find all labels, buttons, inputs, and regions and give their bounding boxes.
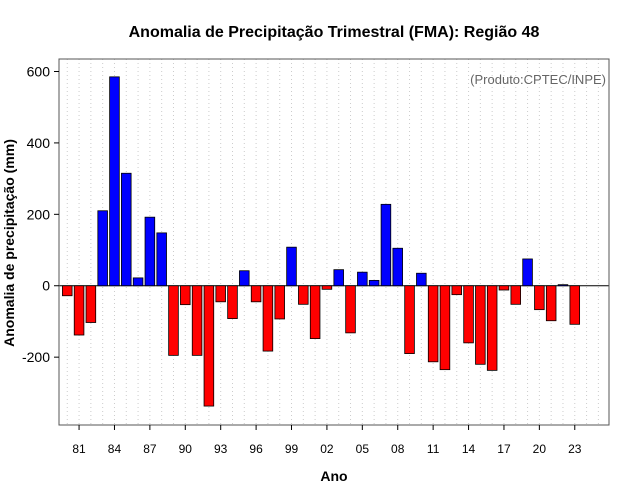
bar-2001 (309, 285, 321, 339)
bar-2019 (522, 258, 533, 287)
bar-1996 (250, 285, 262, 303)
bar-1994 (227, 285, 238, 319)
bar-2003 (333, 269, 344, 287)
bar-2004 (345, 285, 356, 334)
x-tick-label: 93 (214, 442, 228, 456)
bar-1987 (144, 216, 156, 287)
x-tick-label: 96 (249, 442, 263, 456)
x-tick-label: 14 (462, 442, 476, 456)
y-tick-label: 400 (27, 135, 51, 151)
x-tick-label: 23 (568, 442, 582, 456)
bar-1984 (109, 76, 120, 287)
x-tick-label: 11 (427, 442, 440, 456)
bar-2010 (416, 272, 427, 287)
y-tick-label: 600 (27, 63, 51, 79)
bar-1997 (262, 285, 274, 352)
bar-layer (62, 76, 581, 407)
bar-1998 (274, 285, 285, 320)
x-tick-label: 05 (356, 442, 370, 456)
x-tick-label: 17 (497, 442, 511, 456)
credit-annotation: (Produto:CPTEC/INPE) (470, 72, 606, 87)
bar-1988 (156, 232, 167, 287)
x-tick-label: 20 (533, 442, 547, 456)
bar-2013 (451, 285, 462, 296)
bar-2008 (392, 247, 403, 287)
bar-1993 (215, 285, 226, 303)
bar-2009 (404, 285, 415, 354)
y-tick-label: 200 (27, 206, 51, 222)
bar-2011 (427, 285, 439, 363)
y-tick-label: 0 (42, 278, 50, 294)
bar-2007 (380, 203, 392, 287)
y-axis: -200 0 200 400 600 (22, 63, 59, 365)
y-axis-label: Anomalia de precipitação (mm) (1, 139, 17, 347)
bar-1991 (191, 285, 203, 356)
x-tick-label: 90 (179, 442, 193, 456)
bar-2014 (463, 285, 474, 344)
bar-2012 (439, 285, 451, 371)
bar-2018 (510, 285, 522, 305)
bar-1980 (62, 285, 73, 297)
x-tick-label: 02 (320, 442, 334, 456)
bar-2020 (534, 285, 545, 311)
bar-2022 (557, 284, 569, 287)
x-axis: 81 84 87 90 93 96 99 02 05 08 11 14 17 20 23 (72, 425, 582, 456)
x-tick-label: 84 (108, 442, 122, 456)
bar-2002 (321, 285, 333, 290)
bar-1986 (132, 277, 144, 287)
bar-2023 (569, 285, 581, 325)
x-tick-label: 08 (391, 442, 405, 456)
x-tick-label: 99 (285, 442, 299, 456)
chart-title: Anomalia de Precipitação Trimestral (FMA… (129, 24, 540, 41)
bar-2021 (545, 285, 557, 322)
bar-1982 (85, 285, 97, 323)
bar-1995 (239, 270, 250, 287)
bar-1981 (73, 285, 85, 336)
bar-1992 (203, 285, 215, 407)
bar-1999 (286, 246, 297, 287)
x-tick-label: 87 (143, 442, 157, 456)
bar-2015 (475, 285, 486, 365)
bar-1983 (97, 210, 108, 287)
bar-1985 (121, 172, 132, 287)
bar-2000 (298, 285, 309, 305)
bar-2016 (486, 285, 498, 371)
bar-2006 (368, 279, 380, 287)
y-tick-label: -200 (22, 349, 50, 365)
x-tick-label: 81 (72, 442, 86, 456)
x-axis-label: Ano (320, 468, 347, 484)
bar-1989 (168, 285, 179, 356)
bar-1990 (180, 285, 191, 306)
bar-2017 (498, 285, 510, 291)
bar-2005 (357, 271, 368, 287)
plot-frame (58, 58, 610, 426)
